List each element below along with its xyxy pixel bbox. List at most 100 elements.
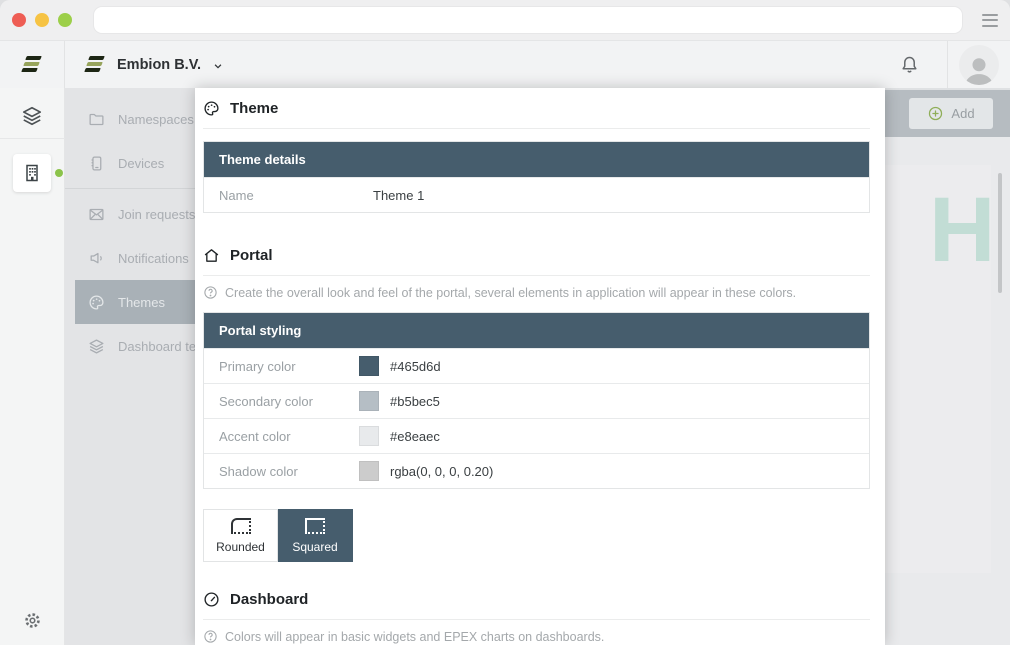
envelope-icon — [89, 208, 104, 220]
rounded-corner-icon — [230, 517, 251, 534]
section-rule — [203, 619, 870, 620]
browser-menu-icon[interactable] — [982, 13, 998, 27]
rail-divider — [0, 138, 65, 139]
sidebar-item-label: Join requests — [118, 206, 195, 222]
palette-icon — [89, 294, 104, 310]
zoom-window-icon[interactable] — [58, 13, 72, 27]
add-button-label: Add — [951, 106, 975, 121]
gear-icon — [24, 613, 40, 628]
question-circle-icon — [204, 286, 217, 299]
device-icon — [91, 155, 102, 171]
table-row-accent-color[interactable]: Accent color #e8eaec — [204, 418, 869, 453]
building-icon — [26, 164, 38, 182]
active-indicator-dot — [55, 169, 63, 177]
corner-button-label: Rounded — [216, 539, 265, 554]
table-row-shadow-color[interactable]: Shadow color rgba(0, 0, 0, 0.20) — [204, 453, 869, 488]
rounded-corners-button[interactable]: Rounded — [203, 509, 278, 562]
section-title: Portal — [230, 246, 273, 264]
chevron-down-icon — [214, 63, 222, 69]
corner-style-toggle: Rounded Squared — [203, 509, 870, 562]
color-swatch — [359, 391, 379, 411]
color-swatch — [359, 426, 379, 446]
sidebar-item-namespaces[interactable]: Namespaces — [65, 97, 195, 141]
row-value: #e8eaec — [390, 428, 440, 444]
gauge-icon — [204, 591, 219, 607]
minimize-window-icon[interactable] — [35, 13, 49, 27]
sidebar-item-label: Namespaces — [118, 111, 194, 127]
sidebar-item-label: Dashboard te — [118, 338, 195, 354]
sidebar-item-notifications[interactable]: Notifications — [65, 236, 195, 280]
page-toolbar: Add — [885, 90, 1010, 137]
icon-rail — [0, 88, 65, 645]
section-rule — [203, 275, 870, 276]
sidebar-item-label: Themes — [118, 294, 165, 310]
embion-logo-icon — [84, 55, 105, 74]
rail-item-organization-active[interactable] — [13, 154, 63, 192]
squared-corner-icon — [305, 517, 325, 534]
account-menu[interactable] — [948, 44, 1010, 85]
table-row-name[interactable]: Name Theme 1 — [204, 177, 869, 212]
sidebar-item-label: Notifications — [118, 250, 189, 266]
sidebar-item-devices[interactable]: Devices — [65, 141, 195, 185]
section-title: Dashboard — [230, 590, 309, 608]
theme-details-table: Theme details Name Theme 1 — [203, 141, 870, 213]
theme-section-header: Theme — [203, 97, 870, 119]
home-icon — [204, 248, 219, 262]
sidebar-item-label: Devices — [118, 155, 165, 171]
table-row-primary-color[interactable]: Primary color #465d6d — [204, 348, 869, 383]
person-icon — [965, 57, 993, 85]
app-header: Embion B.V. — [0, 40, 1010, 88]
row-label: Shadow color — [219, 463, 298, 479]
row-value: #465d6d — [390, 358, 441, 374]
row-label: Name — [219, 187, 254, 203]
background-card — [885, 165, 991, 573]
megaphone-icon — [90, 252, 102, 263]
portal-section-header: Portal — [203, 244, 870, 266]
row-label: Secondary color — [219, 393, 313, 409]
sidebar-item-dashboard-templates[interactable]: Dashboard te — [65, 324, 195, 368]
add-button[interactable]: Add — [909, 98, 993, 129]
app-logo-rail — [0, 41, 65, 88]
table-header: Portal styling — [204, 313, 869, 348]
layers-icon — [22, 106, 42, 126]
embion-logo-icon — [21, 55, 42, 74]
rail-item-namespaces[interactable] — [0, 94, 65, 138]
org-switcher[interactable]: Embion B.V. — [65, 55, 223, 74]
header-divider — [947, 41, 948, 88]
url-bar[interactable] — [94, 7, 962, 33]
row-label: Primary color — [219, 358, 296, 374]
dashboard-section-header: Dashboard — [203, 588, 870, 610]
palette-icon — [204, 100, 219, 116]
table-row-secondary-color[interactable]: Secondary color #b5bec5 — [204, 383, 869, 418]
sidebar-item-themes[interactable]: Themes — [75, 280, 195, 324]
dashboard-help-text: Colors will appear in basic widgets and … — [225, 629, 605, 644]
row-label: Accent color — [219, 428, 291, 444]
sidebar-item-join-requests[interactable]: Join requests — [65, 192, 195, 236]
sidebar-divider — [65, 188, 195, 189]
theme-detail-panel: Theme Theme details Name Theme 1 Portal … — [195, 88, 885, 645]
table-header: Theme details — [204, 142, 869, 177]
org-name: Embion B.V. — [117, 56, 202, 73]
section-title: Theme — [230, 99, 279, 117]
question-circle-icon — [204, 630, 217, 643]
secondary-sidebar: Namespaces Devices Join requests Notific… — [65, 88, 195, 645]
bell-icon — [901, 56, 917, 73]
page-scrollbar[interactable] — [998, 173, 1002, 293]
squared-corners-button[interactable]: Squared — [278, 509, 353, 562]
avatar — [959, 44, 999, 85]
color-swatch — [359, 356, 379, 376]
dashboard-help: Colors will appear in basic widgets and … — [203, 629, 870, 644]
row-value: rgba(0, 0, 0, 0.20) — [390, 463, 494, 479]
dimmed-backdrop: Add H — [885, 88, 1010, 645]
notifications-button[interactable] — [889, 54, 929, 75]
settings-button[interactable] — [22, 610, 43, 631]
backdrop-topline — [885, 88, 1010, 90]
color-swatch — [359, 461, 379, 481]
browser-chrome — [0, 0, 1010, 40]
portal-styling-table: Portal styling Primary color #465d6d Sec… — [203, 312, 870, 489]
section-rule — [203, 128, 870, 129]
layers-icon — [89, 338, 104, 354]
corner-button-label: Squared — [292, 539, 338, 554]
close-window-icon[interactable] — [12, 13, 26, 27]
